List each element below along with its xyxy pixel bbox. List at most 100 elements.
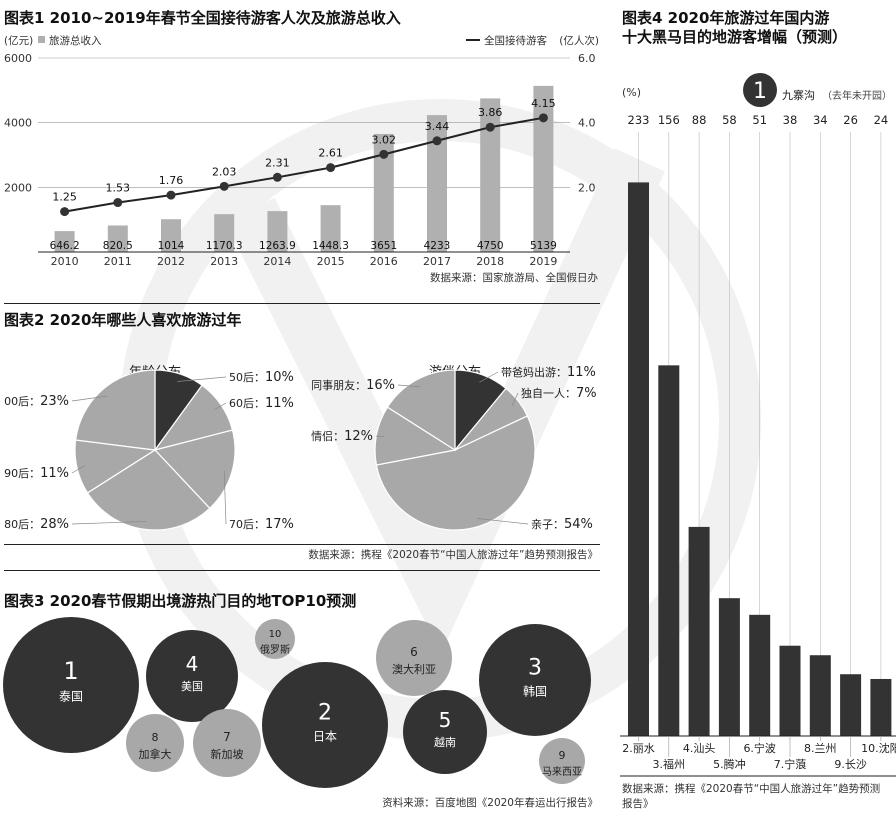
bar-value-label: 26 — [843, 113, 858, 127]
growth-bar — [840, 674, 862, 736]
divider-1 — [4, 303, 600, 304]
growth-bar — [628, 182, 649, 737]
destination-bubble — [146, 630, 238, 722]
y-left-tick: 2000 — [4, 181, 32, 194]
growth-bar — [809, 655, 831, 736]
y-right-tick: 6.0 — [578, 52, 596, 65]
pie-leader — [511, 392, 519, 407]
y-right-unit: (亿人次) — [559, 34, 599, 47]
chart4-bars: (%) 1 九寨沟 （去年未开园） 233 156 88 58 51 38 34 26 24 2.丽水 3.… — [620, 73, 896, 810]
chart3-source: 资料来源：百度地图《2020年春运出行报告》 — [382, 796, 598, 809]
visitors-point-label: 2.61 — [318, 147, 343, 160]
revenue-bar — [107, 225, 128, 252]
chart1-bar-line: (亿元) 旅游总收入 全国接待游客 (亿人次) 2000 4000 6000 2.0 4.0 6.… — [4, 34, 599, 284]
revenue-bar — [214, 214, 235, 252]
pie-label: 独自一人：7% — [521, 386, 597, 401]
x-tick-label: 2010 — [51, 255, 79, 268]
x-tick-label: 2011 — [104, 255, 132, 268]
pie-label: 90后：11% — [4, 466, 69, 481]
top-destination-name: 九寨沟 — [782, 88, 815, 102]
chart2-title: 图表2 2020年哪些人喜欢旅游过年 — [4, 311, 242, 329]
revenue-bar — [533, 85, 554, 252]
chart3-title: 图表3 2020春节假期出境游热门目的地TOP10预测 — [4, 592, 357, 610]
visitors-point — [272, 172, 282, 182]
pie-leader — [479, 371, 499, 383]
growth-bar — [749, 614, 771, 736]
pie-slice — [86, 449, 211, 531]
bar-value-label: 51 — [752, 113, 767, 127]
destination-bubble — [262, 662, 388, 788]
visitors-point-label: 3.86 — [478, 106, 503, 119]
x-tick-label: 2014 — [263, 255, 291, 268]
growth-bar — [688, 526, 710, 736]
x-tick-label: 2015 — [317, 255, 345, 268]
revenue-bar-label: 4750 — [477, 240, 504, 252]
revenue-bar — [267, 211, 288, 252]
destination-rank: 9 — [559, 749, 566, 762]
destination-name: 日本 — [313, 729, 337, 743]
chart3-bubbles: 1 泰国 2 日本 3 韩国 4 美国 5 越南 6 澳大利亚 7 新加坡 8 加拿大 9 马来西亚 10 俄罗斯资料… — [3, 617, 598, 809]
pie-label: 带爸妈出游：11% — [501, 365, 596, 380]
bar-value-label: 38 — [783, 113, 798, 127]
pie-label: 60后：11% — [229, 396, 294, 411]
pie-slice — [374, 406, 457, 466]
destination-rank: 6 — [410, 645, 418, 659]
top-rank-number: 1 — [753, 79, 767, 104]
revenue-bar-label: 1263.9 — [259, 240, 296, 252]
revenue-bar-label: 1014 — [158, 240, 185, 252]
chart2-pies: 年龄分布50后：10%60后：11%70后：17%80后：28%90后：11%0… — [4, 365, 597, 532]
pie-leader — [477, 518, 529, 525]
category-label: 10.沈阳 — [861, 741, 896, 755]
chart4-source-line2: 报告》 — [622, 797, 654, 810]
revenue-bar-label: 5139 — [530, 240, 557, 252]
y-right-tick: 2.0 — [578, 181, 596, 194]
revenue-bar-label: 3651 — [370, 240, 397, 252]
destination-name: 美国 — [181, 680, 203, 693]
chart4-source-line1: 数据来源：携程《2020春节“中国人旅游过年”趋势预测 — [622, 782, 880, 795]
revenue-bar-label: 646.2 — [50, 240, 80, 252]
visitors-point-label: 2.31 — [265, 156, 290, 169]
visitors-point-label: 3.02 — [372, 133, 397, 146]
bar-value-label: 88 — [692, 113, 707, 127]
visitors-point — [538, 113, 548, 123]
pie-label: 亲子：54% — [531, 517, 593, 532]
growth-bar — [779, 645, 801, 736]
top-destination-note: （去年未开园） — [822, 89, 892, 102]
visitors-point-label: 4.15 — [531, 97, 556, 110]
y-left-unit: (亿元) — [4, 34, 33, 47]
destination-bubble — [376, 620, 452, 696]
destination-name: 马来西亚 — [542, 766, 582, 778]
x-tick-label: 2019 — [529, 255, 557, 268]
divider-2a — [4, 544, 600, 545]
legend-line-label: 全国接待游客 — [484, 34, 547, 47]
destination-rank: 4 — [186, 652, 199, 676]
x-tick-label: 2013 — [210, 255, 238, 268]
pie-leader — [223, 470, 227, 525]
visitors-point — [60, 207, 70, 217]
chart1-title: 图表1 2010~2019年春节全国接待游客人次及旅游总收入 — [4, 9, 401, 27]
destination-name: 俄罗斯 — [260, 643, 290, 656]
bar-value-label: 24 — [874, 113, 889, 127]
visitors-point — [166, 190, 176, 200]
pie-leader — [375, 435, 385, 437]
pie-leader — [71, 395, 108, 402]
pie-label: 70后：17% — [229, 517, 294, 532]
category-label: 7.宁蒗 — [774, 757, 807, 771]
pie-slice — [74, 369, 156, 451]
pie-label: 80后：28% — [4, 517, 69, 532]
visitors-point — [379, 149, 389, 159]
category-label: 2.丽水 — [622, 742, 655, 755]
destination-rank: 7 — [223, 730, 231, 744]
chart1-source: 数据来源：国家旅游局、全国假日办 — [430, 271, 598, 284]
destination-bubble — [403, 690, 487, 774]
legend-bar-label: 旅游总收入 — [49, 34, 102, 47]
revenue-bar — [161, 219, 181, 252]
visitors-point-label: 1.25 — [52, 191, 77, 204]
visitors-point-label: 1.76 — [159, 174, 184, 187]
growth-bar — [658, 365, 680, 736]
destination-name: 澳大利亚 — [392, 662, 436, 676]
category-label: 4.汕头 — [683, 742, 716, 755]
revenue-bar — [480, 98, 501, 253]
chart4-unit: (%) — [622, 86, 641, 99]
revenue-bar — [320, 205, 341, 252]
